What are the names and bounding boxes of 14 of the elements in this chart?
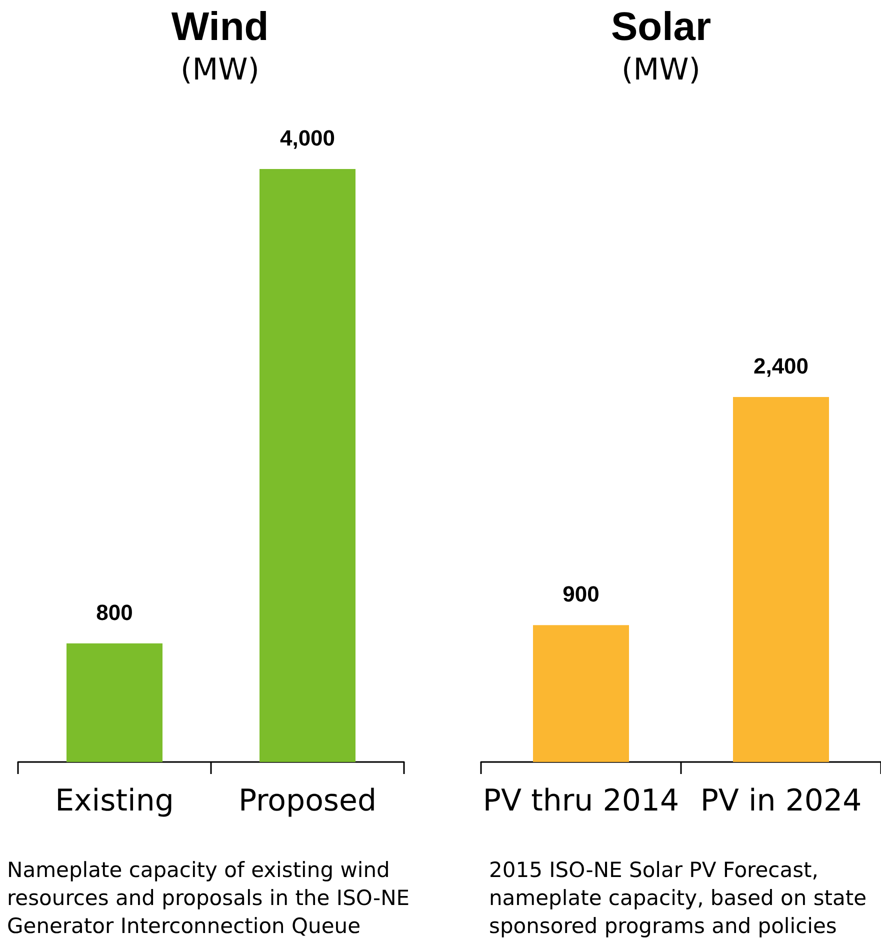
chart-title: Solar bbox=[610, 5, 712, 49]
data-label: 900 bbox=[562, 582, 600, 607]
chart-subtitle: (MW) bbox=[180, 52, 260, 88]
text: Nameplate capacity of existing wind resources and proposals in the ISO-NE Generator Interconnection Queue bbox=[7, 857, 411, 940]
chart-subtitle: (MW) bbox=[622, 52, 700, 88]
chart-title: Wind bbox=[171, 5, 269, 49]
text: 2015 ISO-NE Solar PV Forecast, nameplate capacity, based on state sponsored programs and policies bbox=[489, 857, 868, 940]
x-tick-label: PV thru 2014 bbox=[482, 784, 680, 818]
data-label: 800 bbox=[96, 600, 133, 625]
x-tick-label: Proposed bbox=[238, 784, 377, 818]
data-label: 2,400 bbox=[753, 354, 809, 378]
x-tick-label: Existing bbox=[55, 784, 174, 818]
x-tick-label: PV in 2024 bbox=[700, 784, 862, 818]
data-label: 4,000 bbox=[280, 126, 336, 150]
